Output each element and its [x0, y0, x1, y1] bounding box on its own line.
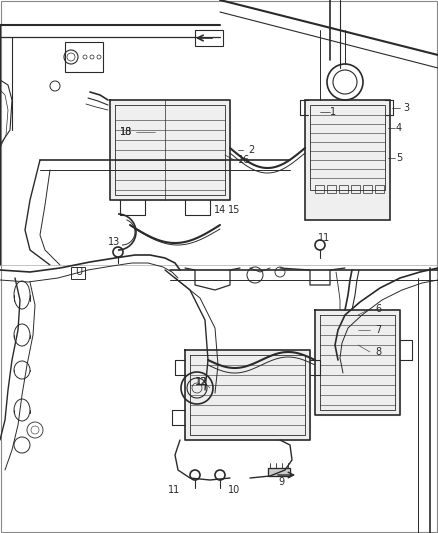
- Text: 14: 14: [214, 205, 226, 215]
- Bar: [327, 185, 336, 193]
- Bar: [305, 100, 390, 220]
- Text: U: U: [75, 267, 82, 277]
- Polygon shape: [185, 350, 310, 440]
- Bar: [363, 185, 372, 193]
- Bar: [195, 30, 223, 46]
- Bar: [310, 105, 385, 190]
- Text: 9: 9: [278, 477, 284, 487]
- Text: 11: 11: [168, 485, 180, 495]
- Text: 8: 8: [375, 347, 381, 357]
- Text: 2: 2: [248, 145, 254, 155]
- Text: 18: 18: [120, 127, 132, 137]
- Bar: [65, 42, 103, 72]
- Bar: [375, 185, 384, 193]
- Text: 10: 10: [228, 485, 240, 495]
- Bar: [339, 185, 348, 193]
- Bar: [0, 0, 438, 265]
- Bar: [351, 185, 360, 193]
- Polygon shape: [315, 310, 400, 415]
- Bar: [0, 265, 438, 533]
- Bar: [315, 185, 324, 193]
- Text: 7: 7: [375, 325, 381, 335]
- Text: 6: 6: [375, 304, 381, 314]
- Text: 11: 11: [318, 233, 330, 243]
- Text: 1: 1: [330, 107, 336, 117]
- Text: 18: 18: [120, 127, 132, 137]
- Bar: [71, 267, 85, 279]
- Text: 13: 13: [108, 237, 120, 247]
- Text: 12: 12: [195, 377, 207, 387]
- Text: 3: 3: [403, 103, 409, 113]
- Text: 5: 5: [396, 153, 402, 163]
- Polygon shape: [110, 100, 230, 200]
- Text: 15: 15: [228, 205, 240, 215]
- Text: 4: 4: [396, 123, 402, 133]
- Text: 16: 16: [238, 155, 250, 165]
- Text: 12: 12: [196, 377, 208, 387]
- Polygon shape: [268, 468, 290, 476]
